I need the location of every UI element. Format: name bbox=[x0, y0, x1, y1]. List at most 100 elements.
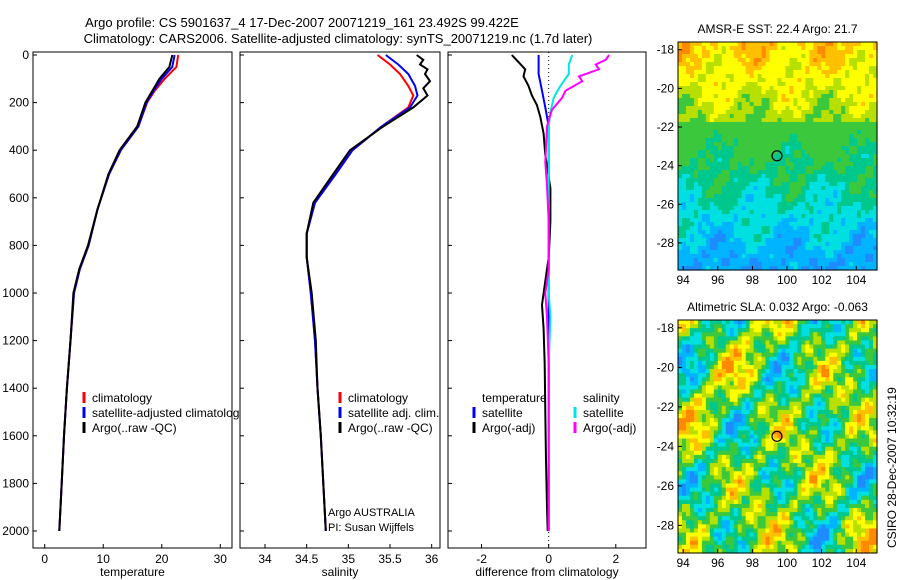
map-cell bbox=[801, 86, 806, 91]
map-cell bbox=[753, 78, 759, 83]
map-cell bbox=[749, 198, 755, 203]
map-cell bbox=[689, 463, 695, 468]
map-cell bbox=[769, 66, 775, 71]
map-cell bbox=[789, 66, 795, 71]
map-cell bbox=[793, 458, 798, 464]
map-cell bbox=[689, 218, 695, 223]
map-cell bbox=[697, 94, 703, 99]
map-cell bbox=[757, 450, 763, 456]
map-cell bbox=[733, 320, 739, 325]
map-cell bbox=[817, 166, 822, 171]
map-cell bbox=[837, 328, 842, 333]
map-cell bbox=[678, 418, 683, 423]
map-cell bbox=[829, 62, 834, 67]
map-cell bbox=[721, 340, 727, 346]
map-cell bbox=[829, 102, 834, 107]
map-cell bbox=[785, 414, 791, 419]
map-cell bbox=[678, 130, 683, 135]
map-cell bbox=[781, 134, 787, 139]
map-cell bbox=[737, 142, 743, 147]
map-cell bbox=[813, 414, 818, 419]
map-cell bbox=[869, 58, 874, 63]
map-cell bbox=[841, 130, 846, 135]
map-cell bbox=[685, 198, 691, 203]
map-cell bbox=[765, 369, 771, 374]
map-cell bbox=[865, 74, 870, 79]
map-cell bbox=[869, 242, 874, 247]
map-cell bbox=[797, 266, 802, 271]
map-cell bbox=[729, 356, 735, 362]
map-cell bbox=[821, 222, 826, 227]
map-cell bbox=[725, 146, 731, 151]
map-cell bbox=[821, 230, 826, 235]
map-cell bbox=[793, 54, 798, 59]
map-cell bbox=[697, 138, 703, 143]
map-cell bbox=[769, 385, 775, 391]
map-cell bbox=[797, 446, 802, 452]
map-cell bbox=[869, 234, 874, 239]
map-cell bbox=[805, 94, 810, 99]
map-cell bbox=[721, 369, 727, 374]
map-cell bbox=[705, 234, 711, 239]
map-cell bbox=[729, 401, 735, 407]
map-cell bbox=[701, 242, 707, 247]
map-cell bbox=[793, 454, 798, 460]
map-cell bbox=[761, 166, 767, 171]
map-cell bbox=[769, 130, 775, 135]
map-cell bbox=[713, 328, 719, 333]
map-cell bbox=[709, 214, 715, 219]
map-cell bbox=[757, 158, 763, 163]
map-cell bbox=[681, 450, 687, 456]
map-cell bbox=[861, 138, 866, 143]
map-cell bbox=[813, 78, 818, 83]
map-cell bbox=[753, 430, 759, 436]
map-cell bbox=[725, 393, 731, 399]
map-cell bbox=[725, 422, 731, 427]
map-cell bbox=[777, 340, 783, 346]
map-cell bbox=[813, 458, 818, 464]
map-cell bbox=[721, 198, 727, 203]
map-cell bbox=[749, 377, 755, 382]
map-cell bbox=[777, 106, 783, 111]
map-cell bbox=[841, 226, 846, 231]
map-cell bbox=[797, 230, 802, 235]
map-cell bbox=[813, 352, 818, 358]
map-cell bbox=[729, 446, 735, 452]
map-cell bbox=[821, 226, 826, 231]
map-cell bbox=[805, 54, 810, 59]
map-cell bbox=[717, 442, 723, 448]
map-cell bbox=[733, 170, 739, 175]
map-cell bbox=[717, 262, 723, 267]
map-cell bbox=[733, 422, 739, 427]
map-cell bbox=[713, 401, 719, 407]
map-cell bbox=[681, 430, 687, 436]
map-cell bbox=[857, 385, 862, 391]
map-cell bbox=[781, 430, 787, 436]
map-cell bbox=[737, 348, 743, 354]
map-cell bbox=[777, 426, 783, 431]
map-cell bbox=[741, 258, 747, 263]
map-cell bbox=[853, 409, 858, 415]
map-cell bbox=[773, 214, 779, 219]
map-cell bbox=[789, 130, 795, 135]
map-cell bbox=[853, 190, 858, 195]
map-cell bbox=[833, 475, 838, 481]
map-cell bbox=[681, 409, 687, 415]
map-cell bbox=[765, 186, 771, 191]
map-cell bbox=[813, 158, 818, 163]
map-cell bbox=[805, 178, 810, 183]
map-cell bbox=[725, 442, 731, 448]
map-cell bbox=[773, 414, 779, 419]
map-cell bbox=[869, 434, 874, 440]
map-cell bbox=[849, 381, 854, 387]
map-cell bbox=[821, 242, 826, 247]
map-cell bbox=[749, 397, 755, 403]
map-cell bbox=[817, 389, 822, 395]
map-cell bbox=[809, 170, 814, 175]
map-cell bbox=[789, 234, 795, 239]
map-cell bbox=[753, 90, 759, 95]
map-cell bbox=[697, 198, 703, 203]
map-cell bbox=[841, 438, 846, 444]
map-cell bbox=[721, 70, 727, 75]
map-cell bbox=[845, 409, 850, 415]
